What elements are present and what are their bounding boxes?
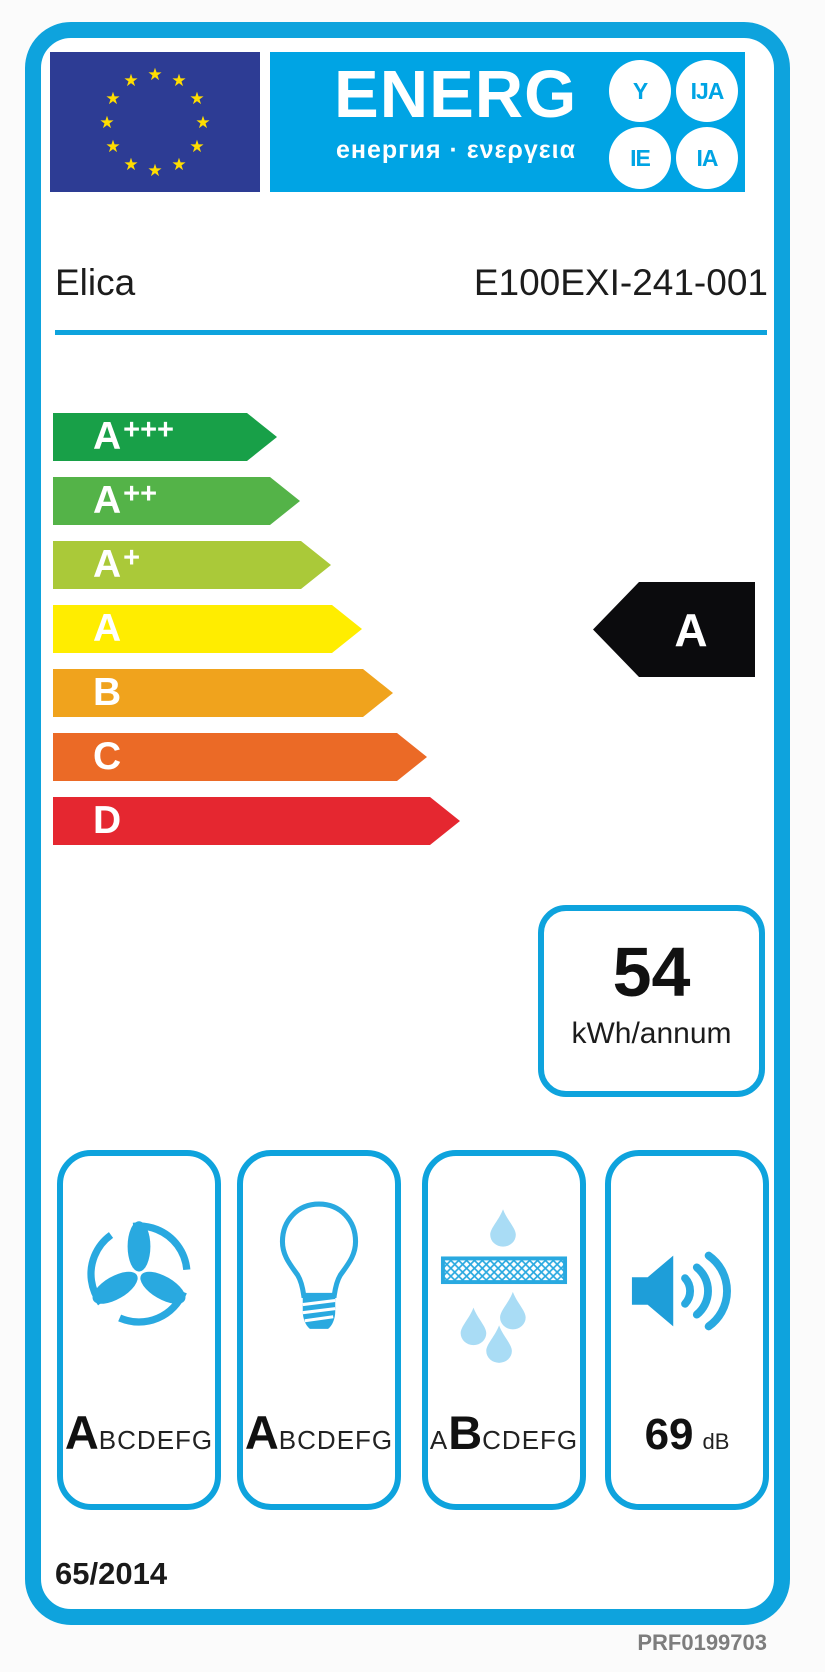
rating-letter: A — [674, 603, 708, 656]
svg-text:★: ★ — [147, 65, 162, 85]
metric-box-grease-filter: ABCDEFG — [422, 1150, 586, 1510]
brand-name: Elica — [55, 262, 136, 303]
rating-arrow: A — [593, 582, 755, 677]
class-arrow-a-plus-plus-plus: A +++ — [53, 413, 277, 461]
svg-text:★: ★ — [99, 113, 114, 133]
bulb-icon — [243, 1200, 395, 1334]
svg-text:★: ★ — [123, 71, 138, 91]
svg-text:★: ★ — [189, 137, 204, 157]
language-suffix-circles: Y IJA IE IA — [609, 60, 738, 189]
grease-filter-class-text: ABCDEFG — [429, 1406, 579, 1459]
eu-flag: ★ ★ ★ ★ ★ ★ ★ ★ ★ ★ ★ ★ — [50, 52, 260, 192]
annual-energy-value: 54 — [612, 933, 691, 1011]
annual-energy-unit: kWh/annum — [571, 1017, 732, 1050]
noise-value: 69 — [644, 1410, 694, 1459]
energy-banner: ENERG енергия · ενεργεια Y IJA IE IA — [270, 52, 745, 192]
noise-unit: dB — [702, 1429, 730, 1454]
metric-box-lighting: ABCDEFG — [237, 1150, 401, 1510]
energy-translit: енергия · ενεργεια — [336, 136, 576, 164]
metric-box-noise: 69 dB — [605, 1150, 769, 1510]
energy-word: ENERG — [334, 57, 578, 132]
svg-text:★: ★ — [171, 71, 186, 91]
lang-circle-y: Y — [609, 60, 671, 122]
lang-circle-ia: IA — [676, 127, 738, 189]
efficiency-scale: A +++ A ++ A + A B C D — [53, 413, 460, 861]
svg-text:★: ★ — [195, 113, 210, 133]
lang-circle-ie: IE — [609, 127, 671, 189]
svg-text:★: ★ — [105, 137, 120, 157]
lang-circle-ija: IJA — [676, 60, 738, 122]
header-divider — [55, 330, 767, 335]
class-arrow-b: B — [53, 669, 393, 717]
class-arrow-d: D — [53, 797, 460, 845]
energy-label: ★ ★ ★ ★ ★ ★ ★ ★ ★ ★ ★ ★ ENERG енергия · ενεργεια… — [25, 22, 790, 1625]
class-arrow-c: C — [53, 733, 427, 781]
fan-icon — [63, 1214, 215, 1334]
svg-text:★: ★ — [189, 89, 204, 109]
speaker-icon — [611, 1240, 763, 1342]
fan-class-text: ABCDEFG — [64, 1406, 214, 1459]
noise-text: 69 dB — [611, 1410, 763, 1460]
svg-text:★: ★ — [105, 89, 120, 109]
svg-text:★: ★ — [123, 155, 138, 175]
annual-energy-box: 54 kWh/annum — [538, 905, 765, 1097]
svg-text:★: ★ — [171, 155, 186, 175]
metric-box-fan: ABCDEFG — [57, 1150, 221, 1510]
class-arrow-a-plus-plus: A ++ — [53, 477, 300, 525]
class-arrow-a: A — [53, 605, 362, 653]
svg-text:★: ★ — [147, 161, 162, 181]
eu-flag-stars: ★ ★★ ★★★ ★★★ ★★★ — [99, 65, 210, 181]
model-number: E100EXI-241-001 — [473, 262, 768, 303]
class-arrow-a-plus: A + — [53, 541, 331, 589]
regulation-number: 65/2014 — [55, 1556, 168, 1591]
reference-code: PRF0199703 — [637, 1630, 767, 1655]
lighting-class-text: ABCDEFG — [244, 1406, 394, 1459]
grease-filter-icon — [428, 1208, 580, 1366]
